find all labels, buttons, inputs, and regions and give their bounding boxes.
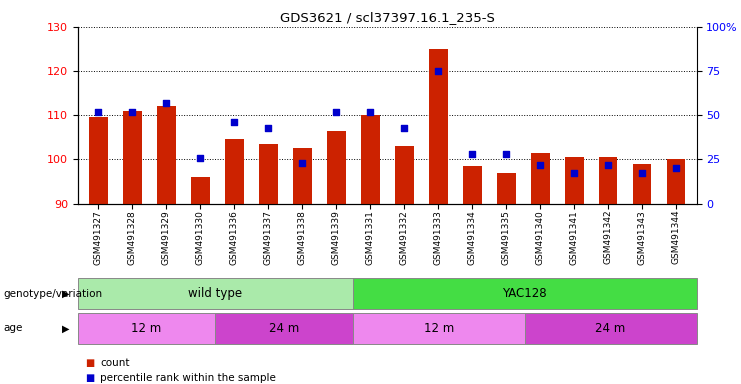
Text: 12 m: 12 m: [131, 322, 162, 335]
Point: [126, 109, 138, 115]
Point: [160, 100, 172, 106]
Point: [365, 109, 376, 115]
Bar: [599, 157, 617, 204]
Bar: [395, 146, 413, 204]
Point: [330, 109, 342, 115]
Point: [670, 165, 682, 171]
Bar: [293, 148, 311, 204]
Bar: [191, 177, 210, 204]
Bar: [225, 139, 244, 204]
Text: ■: ■: [85, 373, 94, 383]
Bar: [89, 118, 107, 204]
Point: [432, 68, 444, 74]
Bar: [565, 157, 583, 204]
Bar: [259, 144, 278, 204]
Bar: [353, 313, 525, 344]
Point: [228, 119, 240, 125]
Point: [568, 170, 580, 177]
Title: GDS3621 / scl37397.16.1_235-S: GDS3621 / scl37397.16.1_235-S: [280, 11, 494, 24]
Bar: [667, 159, 685, 204]
Bar: [525, 313, 697, 344]
Text: 12 m: 12 m: [424, 322, 453, 335]
Bar: [633, 164, 651, 204]
Bar: [463, 166, 482, 204]
Point: [398, 124, 410, 131]
Bar: [78, 313, 216, 344]
Text: ▶: ▶: [62, 323, 70, 333]
Text: wild type: wild type: [188, 287, 242, 300]
Text: 24 m: 24 m: [269, 322, 299, 335]
Bar: [157, 106, 176, 204]
Point: [93, 109, 104, 115]
Bar: [353, 278, 697, 309]
Text: YAC128: YAC128: [502, 287, 547, 300]
Bar: [327, 131, 345, 204]
Text: count: count: [100, 358, 130, 368]
Point: [500, 151, 512, 157]
Text: 24 m: 24 m: [596, 322, 625, 335]
Point: [637, 170, 648, 177]
Bar: [531, 153, 550, 204]
Bar: [123, 111, 142, 204]
Point: [466, 151, 478, 157]
Point: [296, 160, 308, 166]
Text: age: age: [4, 323, 23, 333]
Bar: [78, 278, 353, 309]
Text: percentile rank within the sample: percentile rank within the sample: [100, 373, 276, 383]
Bar: [429, 49, 448, 204]
Bar: [216, 313, 353, 344]
Bar: [496, 173, 516, 204]
Text: genotype/variation: genotype/variation: [4, 289, 103, 299]
Text: ■: ■: [85, 358, 94, 368]
Text: ▶: ▶: [62, 289, 70, 299]
Point: [262, 124, 274, 131]
Point: [194, 154, 206, 161]
Bar: [361, 115, 379, 204]
Point: [602, 162, 614, 168]
Point: [534, 162, 546, 168]
